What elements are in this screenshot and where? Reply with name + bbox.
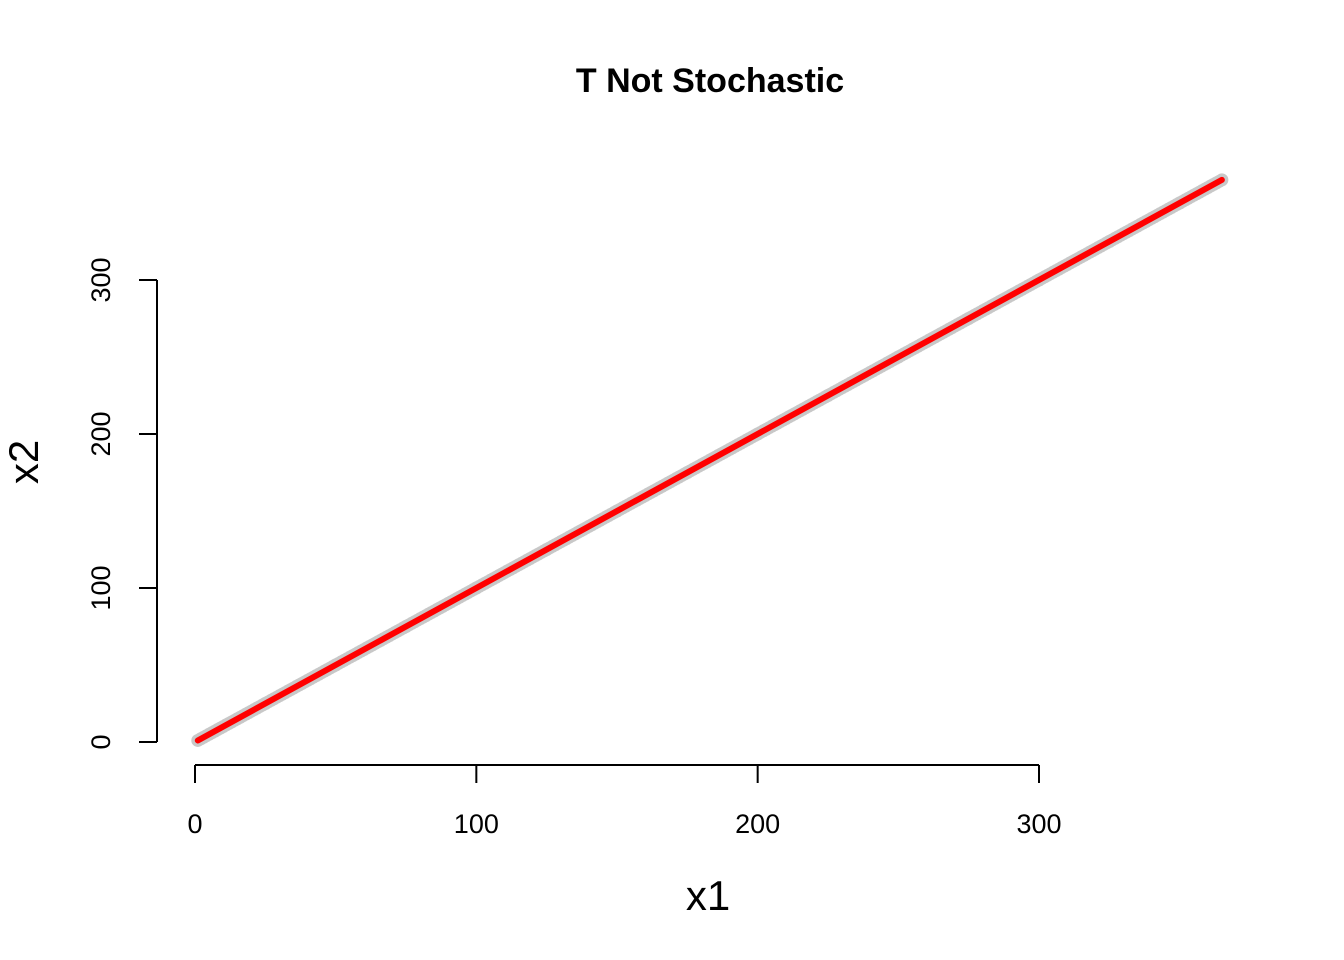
y-tick-label: 200: [86, 411, 116, 456]
series-lines: [194, 176, 1225, 744]
y-tick-label: 0: [86, 734, 116, 749]
x-tick-label: 0: [187, 809, 202, 839]
x-axis-label: x1: [686, 872, 730, 919]
chart-title: T Not Stochastic: [576, 62, 844, 100]
y-axis-label: x2: [0, 440, 47, 484]
series-line: [194, 176, 1225, 744]
y-tick-label: 100: [86, 565, 116, 610]
x-tick-label: 300: [1016, 809, 1061, 839]
x-tick-label: 200: [735, 809, 780, 839]
x-axis: 0 100 200 300: [187, 764, 1062, 839]
y-tick-label: 300: [86, 257, 116, 302]
x-tick-label: 100: [454, 809, 499, 839]
y-axis: 0 100 200 300: [86, 257, 158, 750]
